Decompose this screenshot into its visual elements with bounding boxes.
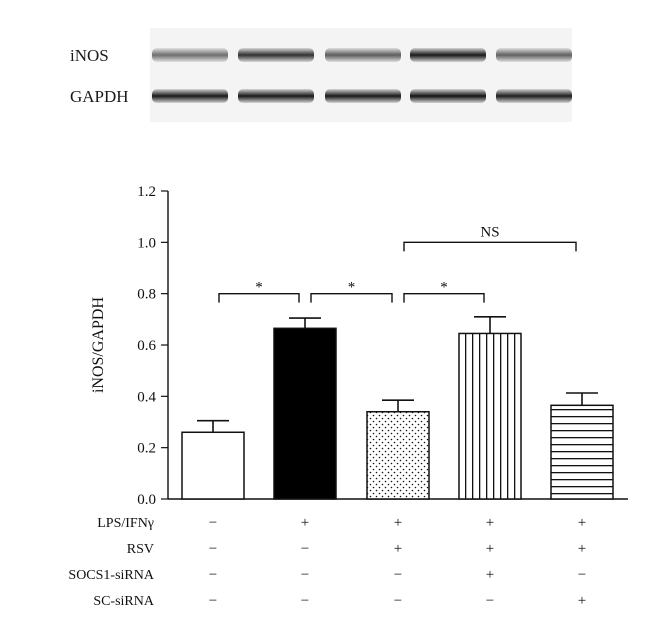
blot-band — [238, 89, 314, 103]
bar — [550, 404, 614, 500]
blot-band — [152, 89, 228, 103]
blot-band — [496, 48, 572, 62]
significance-label: * — [440, 280, 448, 296]
significance-bracket — [310, 292, 393, 303]
condition-mark: + — [578, 515, 586, 531]
condition-mark: − — [301, 593, 309, 609]
significance-label: * — [348, 280, 356, 296]
blot-band — [325, 48, 401, 62]
condition-mark: + — [301, 515, 309, 531]
condition-mark: + — [578, 593, 586, 609]
y-tick-label: 0.8 — [137, 287, 156, 303]
blot-band — [496, 89, 572, 103]
condition-label: RSV — [127, 542, 154, 557]
y-tick-label: 0.6 — [137, 338, 156, 354]
blot-band — [325, 89, 401, 103]
bar — [273, 327, 337, 500]
condition-mark: + — [394, 515, 402, 531]
condition-mark: − — [301, 541, 309, 557]
blot-band — [410, 48, 486, 62]
condition-mark: − — [578, 567, 586, 583]
condition-mark: + — [486, 541, 494, 557]
y-axis-title: iNOS/GAPDH — [90, 297, 107, 393]
significance-bracket — [403, 241, 577, 252]
condition-mark: − — [209, 567, 217, 583]
condition-mark: − — [209, 541, 217, 557]
blot-row-label: GAPDH — [70, 87, 129, 106]
blot-row-label: iNOS — [70, 46, 109, 65]
blot-band — [152, 48, 228, 62]
western-blot: iNOS GAPDH — [70, 28, 572, 122]
condition-mark: + — [394, 541, 402, 557]
blot-band — [410, 89, 486, 103]
y-tick-label: 0.4 — [137, 389, 156, 405]
condition-mark: − — [394, 593, 402, 609]
condition-label: LPS/IFNγ — [97, 516, 154, 531]
blot-membrane — [150, 28, 572, 122]
bar — [181, 431, 245, 500]
condition-mark: − — [486, 593, 494, 609]
y-tick-label: 0.2 — [137, 441, 156, 457]
significance-label: NS — [480, 224, 499, 240]
condition-mark: − — [209, 593, 217, 609]
condition-mark: + — [486, 567, 494, 583]
bar — [366, 410, 430, 500]
condition-mark: − — [301, 567, 309, 583]
significance-bracket — [218, 292, 300, 303]
condition-mark: − — [209, 515, 217, 531]
y-tick-label: 1.0 — [137, 235, 156, 251]
condition-mark: + — [578, 541, 586, 557]
significance-label: * — [255, 280, 263, 296]
condition-mark: + — [486, 515, 494, 531]
bar — [458, 332, 522, 500]
significance-bracket — [403, 292, 485, 303]
y-tick-label: 1.2 — [137, 184, 156, 200]
y-tick-label: 0.0 — [137, 492, 156, 508]
condition-mark: − — [394, 567, 402, 583]
condition-label: SC-siRNA — [93, 594, 155, 609]
blot-band — [238, 48, 314, 62]
condition-label: SOCS1-siRNA — [68, 568, 154, 583]
